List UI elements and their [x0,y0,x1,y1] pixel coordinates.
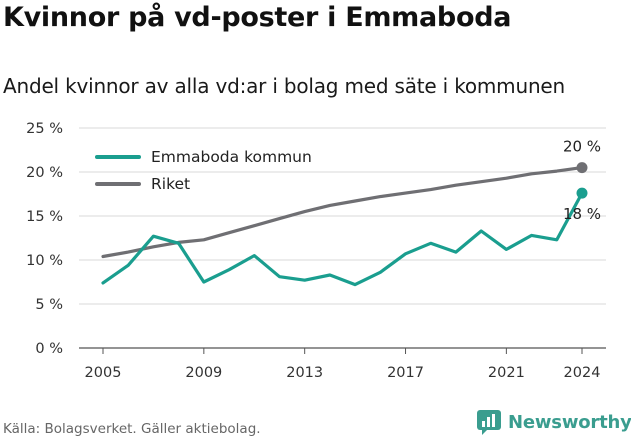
x-tick-label: 2024 [564,365,601,381]
legend-label-riket: Riket [151,175,190,193]
y-tick-label: 15 % [26,209,63,225]
end-label-riket: 20 % [563,138,601,156]
y-tick-label: 20 % [26,165,63,181]
end-label-emmaboda-kommun: 18 % [563,205,601,223]
y-tick-label: 0 % [35,341,63,357]
legend-label-emmaboda-kommun: Emmaboda kommun [151,148,312,166]
y-tick-label: 25 % [26,121,63,137]
brand-name: Newsworthy [508,411,631,433]
newsworthy-logo-icon [477,410,501,435]
x-tick-label: 2009 [185,365,222,381]
x-tick-label: 2021 [488,365,525,381]
end-point-emmaboda-kommun [576,187,588,199]
y-tick-label: 10 % [26,253,63,269]
end-point-riket [576,162,588,174]
brand-logo: Newsworthy [476,408,631,436]
y-tick-label: 5 % [35,297,63,313]
series-line-riket [101,166,584,259]
series-line-emmaboda-kommun [101,191,584,287]
x-tick-label: 2005 [85,365,122,381]
chart-title: Kvinnor på vd-poster i Emmaboda [3,2,512,33]
x-tick-label: 2017 [387,365,424,381]
chart-subtitle: Andel kvinnor av alla vd:ar i bolag med … [3,74,565,98]
source-note: Källa: Bolagsverket. Gäller aktiebolag. [3,421,261,437]
x-tick-label: 2013 [286,365,323,381]
